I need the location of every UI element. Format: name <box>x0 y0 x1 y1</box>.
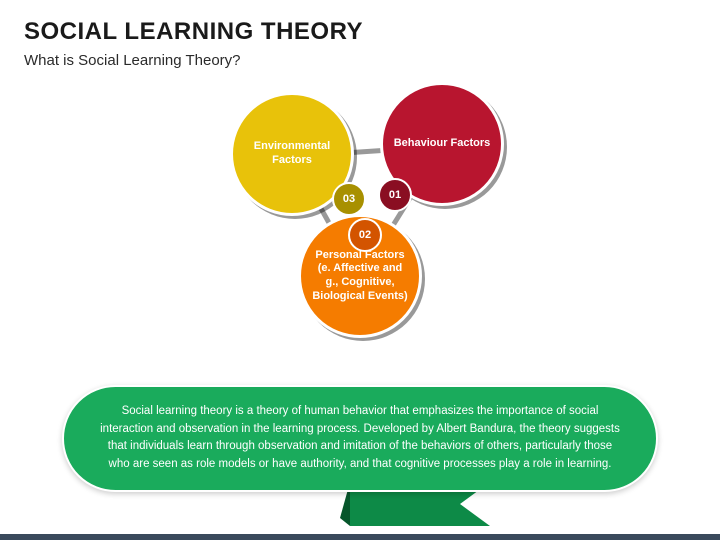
page-title: SOCIAL LEARNING THEORY <box>24 18 696 46</box>
description-text: Social learning theory is a theory of hu… <box>100 405 620 470</box>
factor-badge-behaviour: 01 <box>378 178 412 212</box>
description-panel: Social learning theory is a theory of hu… <box>62 385 658 492</box>
page-subtitle: What is Social Learning Theory? <box>24 52 696 69</box>
factor-badge-environmental: 03 <box>332 182 366 216</box>
header: SOCIAL LEARNING THEORY What is Social Le… <box>0 0 720 77</box>
factor-badge-personal: 02 <box>348 218 382 252</box>
footer-bar <box>0 534 720 540</box>
triad-diagram: Environmental FactorsBehaviour FactorsPe… <box>180 82 540 342</box>
